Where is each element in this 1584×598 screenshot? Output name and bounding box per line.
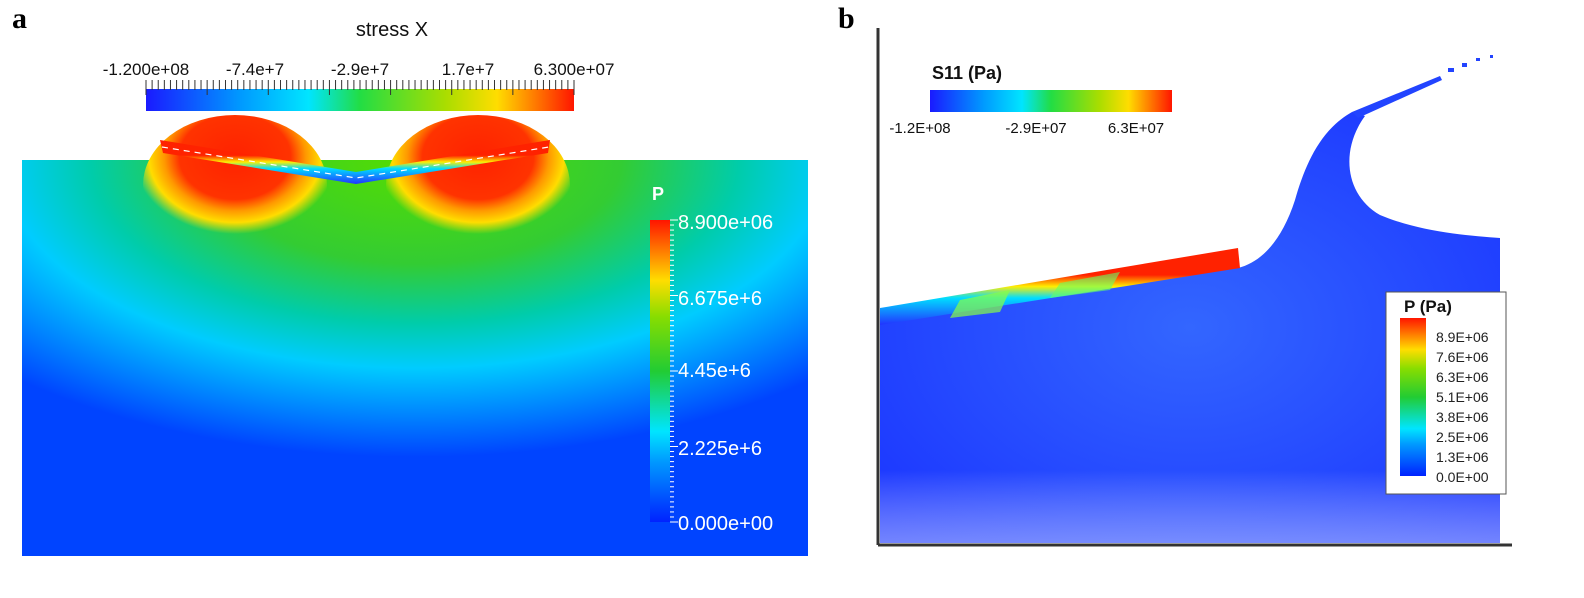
panel-a-pressure-tick-label: 8.900e+06 [678, 212, 773, 234]
panel-a-stress-tick-label: 6.300e+07 [534, 60, 615, 79]
panel-b-stress-bar-title: S11 (Pa) [932, 63, 1002, 83]
panel-a-pressure-tick-label: 6.675e+6 [678, 288, 762, 310]
panel-a-pressure-tick-label: 0.000e+00 [678, 513, 773, 535]
panel-b-stress-colorbar [930, 90, 1172, 112]
panel-b-pressure-tick-label: 0.0E+00 [1436, 469, 1489, 485]
panel-b-stress-tick-label: 6.3E+07 [1108, 120, 1164, 137]
panel-a-hotspot-right [386, 115, 570, 255]
panel-b-stress-tick-label: -1.2E+08 [889, 120, 950, 137]
panel-b-stress-tick-label: -2.9E+07 [1005, 120, 1066, 137]
panel-a: stress X -1.200e+08 -7.4e+7 -2.9e+7 1.7e… [22, 19, 808, 556]
panel-b-pressure-tick-label: 1.3E+06 [1436, 449, 1489, 465]
panel-a-stress-bar-title: stress X [356, 19, 428, 41]
panel-b-pressure-legend: P (Pa) 8.9E+06 7.6E+06 6.3E+06 5.1E+06 3… [1385, 291, 1507, 495]
panel-b-letter: b [838, 2, 855, 35]
panel-a-plate [160, 140, 550, 184]
panel-b-pressure-tick-label: 5.1E+06 [1436, 389, 1489, 405]
panel-a-stress-tick-label: -1.200e+08 [103, 60, 190, 79]
panel-b-pressure-tick-label: 3.8E+06 [1436, 409, 1489, 425]
panel-b-tool [880, 248, 1240, 325]
panel-a-stress-tick-label: -7.4e+7 [226, 60, 284, 79]
panel-a-pressure-bar-title: P [652, 184, 664, 204]
panel-a-letter: a [12, 2, 27, 35]
panel-b-pressure-tick-label: 7.6E+06 [1436, 349, 1489, 365]
panel-b-pressure-tick-label: 2.5E+06 [1436, 429, 1489, 445]
panel-a-stress-tick-label: 1.7e+7 [442, 60, 494, 79]
panel-a-stress-colorbar [146, 89, 574, 111]
panel-b-pressure-bar-title: P (Pa) [1404, 297, 1452, 316]
panel-b-pressure-tick-label: 6.3E+06 [1436, 369, 1489, 385]
panel-b-chip-fragments [1352, 55, 1493, 118]
panel-a-stress-tick-marks [145, 80, 575, 95]
panel-a-pressure-tick-label: 2.225e+6 [678, 438, 762, 460]
panel-a-pressure-tick-label: 4.45e+6 [678, 360, 751, 382]
panel-a-hotspot-left [143, 115, 327, 255]
panel-a-pressure-tick-marks [670, 219, 678, 523]
panel-a-stress-tick-label: -2.9e+7 [331, 60, 389, 79]
panel-b: S11 (Pa) -1.2E+08 -2.9E+07 6.3E+07 P (Pa… [876, 28, 1512, 547]
panel-a-pressure-colorbar [650, 220, 670, 522]
panel-b-pressure-colorbar [1400, 318, 1426, 476]
panel-b-pressure-tick-label: 8.9E+06 [1436, 329, 1489, 345]
